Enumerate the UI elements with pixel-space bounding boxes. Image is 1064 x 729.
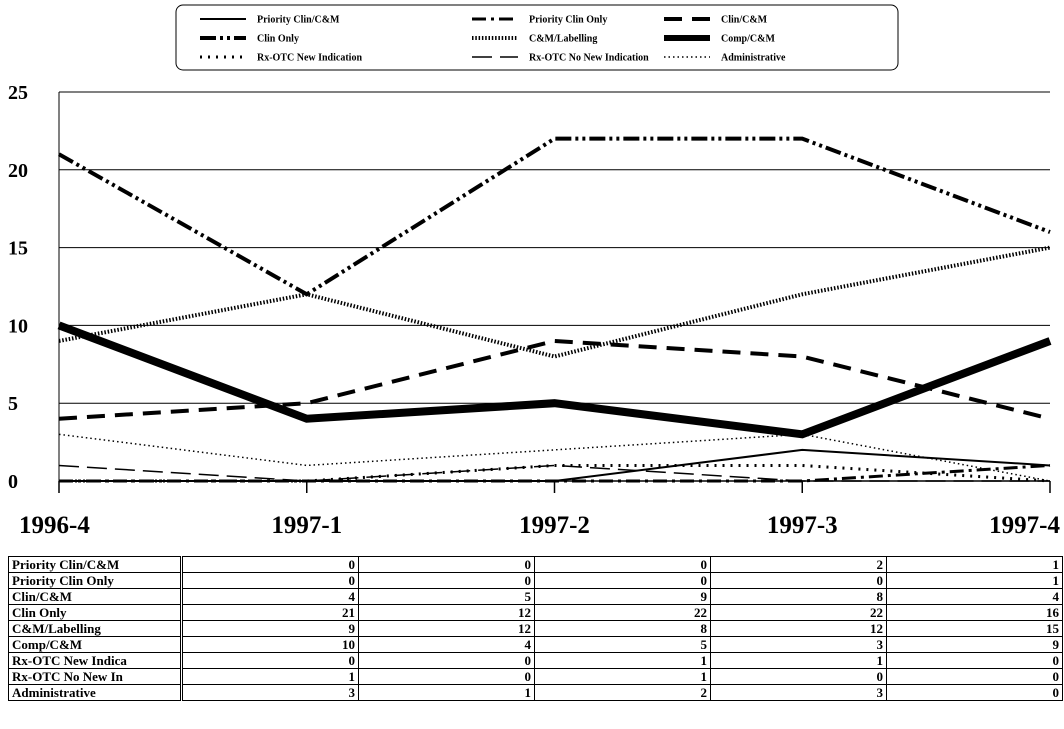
table-cell: 0 [534,572,711,589]
table-row-label: Administrative [8,684,183,701]
table-row: Rx-OTC No New In 1 0 1 0 0 [8,668,1063,685]
table-cell: 9 [534,588,711,605]
series-line-5 [58,245,1051,359]
series-line-2 [59,463,1051,483]
table-cell: 1 [358,684,535,701]
table-cell: 0 [534,556,711,573]
table-row: Rx-OTC New Indica 0 0 1 1 0 [8,652,1063,669]
series-line-4 [58,136,1051,297]
table-cell: 4 [886,588,1063,605]
table-row: Clin/C&M 4 5 9 8 4 [8,588,1063,605]
table-cell: 22 [534,604,711,621]
table-cell: 0 [358,556,535,573]
y-tick-label: 10 [8,315,28,337]
legend-label-1: Priority Clin/C&M [257,15,340,26]
table-cell: 12 [710,620,887,637]
legend-label-2: Priority Clin Only [529,15,607,26]
table-cell: 16 [886,604,1063,621]
table-cell: 2 [534,684,711,701]
table-cell: 0 [358,652,535,669]
table-row-label: Clin Only [8,604,183,621]
table-row: Priority Clin/C&M 0 0 0 2 1 [8,556,1063,573]
table-cell: 4 [181,588,359,605]
series-line-7 [59,463,1051,483]
y-tick-label: 25 [8,82,28,104]
table-row-label: Rx-OTC New Indica [8,652,183,669]
table-cell: 21 [181,604,359,621]
y-tick-label: 5 [8,393,18,415]
table-cell: 9 [181,620,359,637]
series-line-8 [58,464,1050,482]
table-cell: 9 [886,636,1063,653]
table-row: Comp/C&M 10 4 5 3 9 [8,636,1063,653]
table-row-label: Priority Clin Only [8,572,183,589]
table-cell: 0 [358,668,535,685]
table-row-label: C&M/Labelling [8,620,183,637]
x-tick-label: 1997-1 [271,512,342,539]
legend-label-3: Clin/C&M [721,15,768,26]
table-cell: 1 [534,668,711,685]
table-cell: 8 [710,588,887,605]
y-tick-label: 15 [8,238,28,260]
table-cell: 8 [534,620,711,637]
x-tick-label: 1997-4 [989,512,1060,539]
table-cell: 5 [534,636,711,653]
table-cell: 0 [181,556,359,573]
table-cell: 1 [886,556,1063,573]
table-cell: 22 [710,604,887,621]
x-tick-label: 1997-2 [519,512,590,539]
legend-label-6: Comp/C&M [721,34,775,45]
y-tick-label: 0 [8,471,18,493]
table-row-label: Clin/C&M [8,588,183,605]
legend-box [175,4,899,71]
table-row-label: Priority Clin/C&M [8,556,183,573]
chart-legend: Priority Clin/C&M Priority Clin Only Clin/… [175,4,899,71]
table-cell: 0 [358,572,535,589]
series-line-1 [59,448,1051,482]
table-cell: 0 [710,668,887,685]
table-cell: 3 [181,684,359,701]
x-tick-label: 1996-4 [19,512,90,539]
table-cell: 0 [886,668,1063,685]
table-row: Administrative 3 1 2 3 0 [8,684,1063,701]
data-table: Priority Clin/C&M 0 0 0 2 1 Priority Clin Only… [8,556,1063,701]
table-cell: 2 [710,556,887,573]
legend-label-5: C&M/Labelling [529,34,597,45]
table-cell: 0 [886,652,1063,669]
table-cell: 3 [710,684,887,701]
legend-label-9: Administrative [721,53,786,64]
table-cell: 1 [710,652,887,669]
table-row: Priority Clin Only 0 0 0 0 1 [8,572,1063,589]
y-tick-label: 20 [8,160,28,182]
line-chart: Priority Clin/C&M Priority Clin Only Clin/… [8,4,1060,539]
table-cell: 15 [886,620,1063,637]
table-cell: 0 [710,572,887,589]
table-row-label: Comp/C&M [8,636,183,653]
legend-label-8: Rx-OTC No New Indication [529,53,649,64]
table-cell: 12 [358,604,535,621]
table-cell: 1 [886,572,1063,589]
x-tick-label: 1997-3 [767,512,838,539]
table-cell: 0 [181,652,359,669]
legend-label-7: Rx-OTC New Indication [257,53,362,64]
series-line-6 [57,321,1052,439]
table-row: C&M/Labelling 9 12 8 12 15 [8,620,1063,637]
table-cell: 12 [358,620,535,637]
table-row-label: Rx-OTC No New In [8,668,183,685]
table-cell: 4 [358,636,535,653]
table-cell: 0 [181,572,359,589]
table-cell: 3 [710,636,887,653]
table-row: Clin Only 21 12 22 22 16 [8,604,1063,621]
table-cell: 1 [181,668,359,685]
chart-series [57,136,1052,483]
legend-label-4: Clin Only [257,34,299,45]
chart-gridlines [59,91,1050,404]
table-cell: 1 [534,652,711,669]
table-cell: 0 [886,684,1063,701]
table-cell: 5 [358,588,535,605]
table-cell: 10 [181,636,359,653]
